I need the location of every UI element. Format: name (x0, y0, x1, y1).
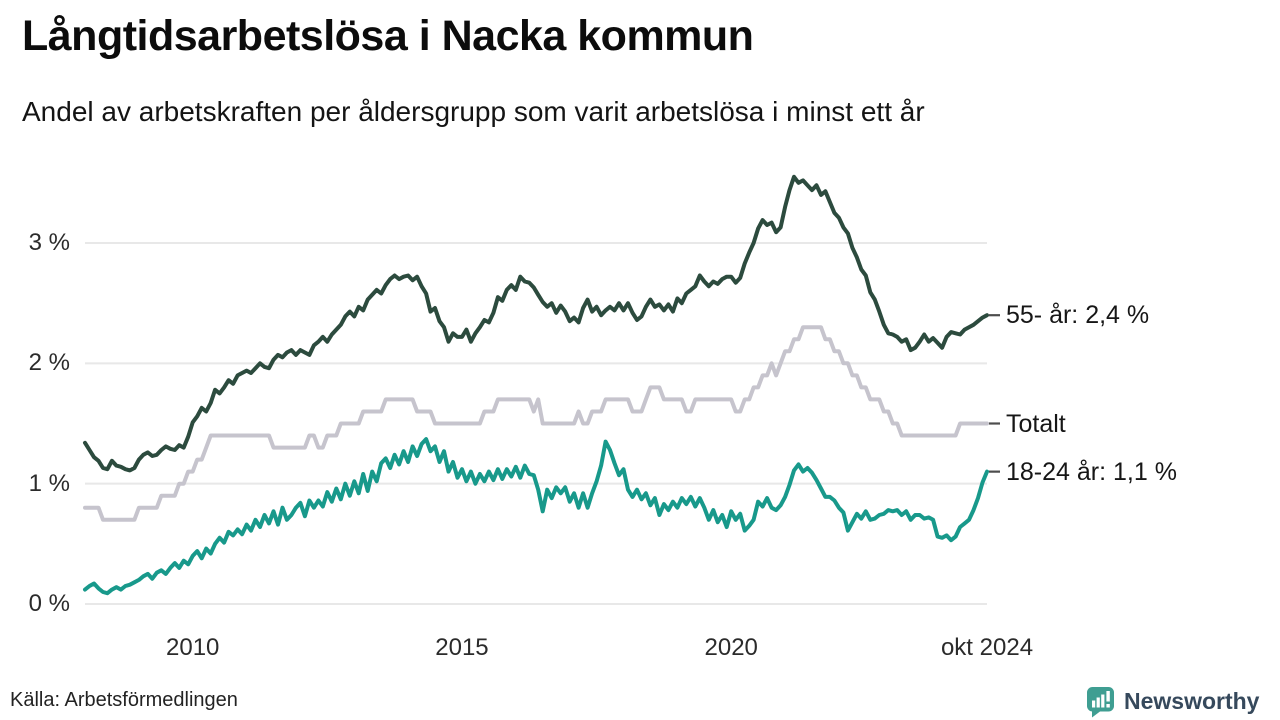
y-tick-label: 0 % (28, 590, 70, 617)
page-subtitle: Andel av arbetskraften per åldersgrupp s… (22, 96, 925, 127)
y-tick-label: 3 % (28, 229, 70, 256)
newsworthy-wordmark: Newsworthy (1124, 688, 1260, 714)
x-tick-label: 2020 (704, 634, 758, 661)
y-tick-label: 1 % (28, 469, 70, 497)
series-end-label-Totalt: Totalt (1006, 409, 1066, 438)
x-tick-label: 2015 (435, 634, 489, 661)
series-line-18-24r (83, 437, 989, 596)
x-tick-label: okt 2024 (940, 634, 1034, 661)
page-title: Långtidsarbetslösa i Nacka kommun (22, 12, 754, 60)
series-end-label-55-r: 55- år: 2,4 % (1006, 301, 1150, 330)
series-line-55-r (83, 174, 989, 473)
newsworthy-chart-bubble-icon (1087, 687, 1114, 718)
newsworthy-logo: Newsworthy (1086, 686, 1259, 718)
series-end-label-18-24r: 18-24 år: 1,1 % (1006, 457, 1177, 486)
x-tick-label: 2010 (165, 634, 220, 661)
y-tick-label: 2 % (28, 349, 70, 377)
series-line-Totalt (83, 325, 989, 522)
source-note: Källa: Arbetsförmedlingen (10, 689, 238, 711)
